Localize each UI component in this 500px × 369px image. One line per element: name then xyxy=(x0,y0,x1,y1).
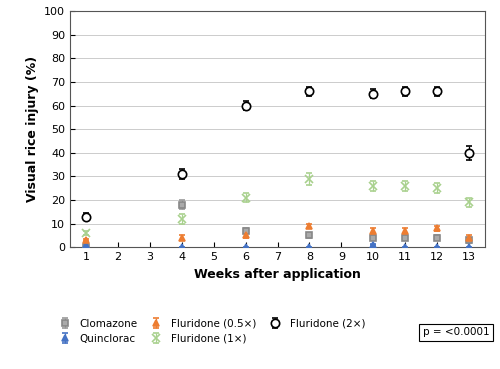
Text: p = <0.0001: p = <0.0001 xyxy=(422,327,489,337)
Legend: Clomazone, Quinclorac, Fluridone (0.5×), Fluridone (1×), Fluridone (2×): Clomazone, Quinclorac, Fluridone (0.5×),… xyxy=(54,318,365,344)
Y-axis label: Visual rice injury (%): Visual rice injury (%) xyxy=(26,56,38,202)
X-axis label: Weeks after application: Weeks after application xyxy=(194,268,361,281)
